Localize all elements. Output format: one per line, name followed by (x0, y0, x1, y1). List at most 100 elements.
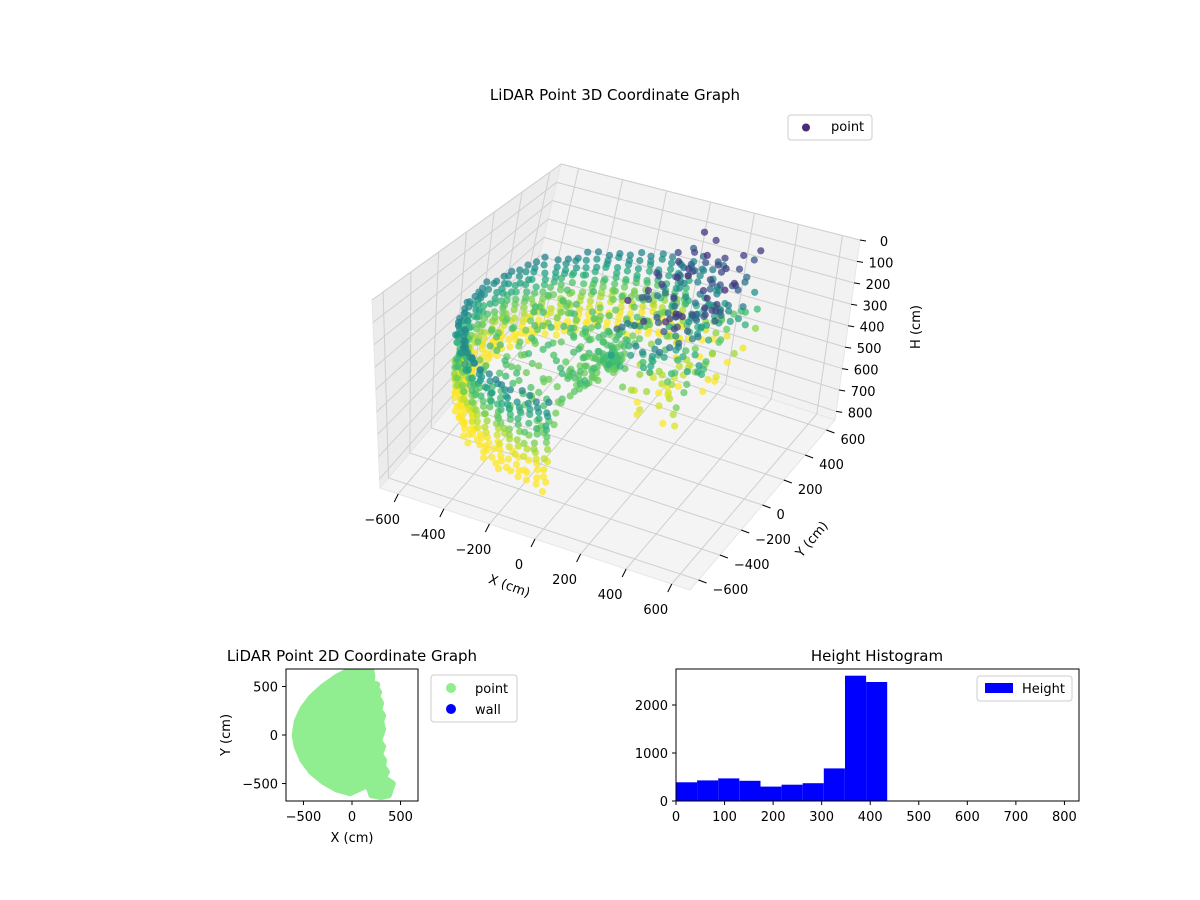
point-marker (503, 296, 511, 304)
z-tick-label: 500 (857, 342, 882, 357)
point-marker (523, 445, 531, 453)
point-marker (542, 438, 551, 447)
point-marker (607, 351, 616, 359)
point-marker (492, 333, 501, 341)
point-marker (674, 356, 682, 364)
point-marker (533, 425, 541, 433)
x-tick (576, 553, 582, 563)
point-marker (455, 318, 463, 326)
x-tick-label: −400 (410, 528, 446, 543)
point-marker (574, 254, 582, 262)
point-marker (656, 348, 664, 357)
point-marker (633, 398, 641, 406)
point-marker (547, 309, 555, 317)
point-marker (594, 347, 602, 355)
point-marker (723, 332, 731, 340)
point-marker (454, 363, 462, 371)
point-marker (618, 292, 626, 301)
z-tick-label: 700 (851, 385, 876, 400)
histogram-bar (781, 784, 803, 801)
point-marker (476, 441, 484, 449)
point-marker (502, 372, 510, 380)
point-marker (504, 400, 512, 408)
point-marker (506, 343, 514, 351)
point-marker (471, 292, 479, 301)
point-marker (468, 398, 476, 406)
point-marker (696, 272, 704, 280)
point-marker (472, 306, 480, 314)
point-marker (511, 450, 519, 458)
point-marker (612, 273, 620, 282)
histogram-legend: Height (976, 675, 1073, 702)
point-marker (508, 267, 516, 275)
point-marker (535, 415, 543, 423)
point-marker (572, 264, 581, 272)
point-marker (713, 300, 721, 309)
point-marker (499, 309, 507, 317)
point-marker (757, 247, 765, 255)
point-marker (508, 288, 516, 296)
point-marker (558, 370, 566, 378)
point-marker (493, 288, 501, 297)
point-marker (670, 294, 678, 303)
point-marker (477, 392, 485, 400)
point-marker (506, 410, 514, 418)
point-marker (605, 328, 613, 336)
y-tick (783, 479, 792, 484)
x-tick-label: 200 (761, 810, 786, 825)
chart-3d-zlabel: H (cm) (909, 305, 924, 349)
point-marker (480, 410, 489, 418)
point-marker (734, 315, 743, 323)
point-marker (643, 388, 651, 396)
point-marker (660, 353, 668, 361)
y-tick-label: −600 (713, 583, 749, 598)
x-tick-label: 400 (858, 810, 883, 825)
point-marker (517, 351, 526, 359)
x-tick-label: 300 (809, 810, 834, 825)
point-marker (505, 431, 513, 439)
point-marker (457, 349, 465, 357)
chart-histogram: Height Histogram 0 100 200 300 400 500 600 700 8… (635, 647, 1080, 825)
point-marker (675, 257, 683, 266)
point-marker (552, 273, 560, 281)
point-marker (460, 420, 468, 428)
point-marker (665, 272, 673, 280)
histogram-bars (676, 675, 888, 801)
point-marker (474, 338, 482, 346)
point-marker (622, 275, 630, 284)
point-marker (525, 456, 533, 464)
point-marker (493, 277, 501, 285)
point-marker (671, 422, 679, 430)
point-marker (622, 336, 630, 344)
point-marker (640, 364, 648, 372)
point-marker (513, 369, 521, 377)
point-marker (664, 378, 672, 386)
point-marker (697, 324, 705, 332)
x-tick-label: −200 (456, 543, 492, 558)
point-marker (572, 300, 581, 308)
histogram-bar (697, 780, 719, 801)
point-marker (630, 322, 639, 330)
point-marker (601, 275, 609, 283)
chart-2d-title: LiDAR Point 2D Coordinate Graph (227, 647, 477, 665)
z-tick-label: 0 (880, 235, 888, 250)
legend-frame (976, 675, 1073, 702)
point-marker (552, 331, 560, 339)
point-marker (713, 290, 721, 298)
point-marker (496, 440, 504, 448)
x-tick-label: 500 (906, 810, 931, 825)
point-marker (646, 368, 654, 376)
point-marker (659, 419, 667, 427)
point-marker (523, 288, 531, 296)
point-marker (740, 251, 748, 260)
point-marker (588, 308, 597, 316)
point-marker (509, 379, 517, 387)
point-marker (522, 369, 531, 377)
chart-2d-legend: point wall (430, 674, 518, 723)
point-marker (485, 439, 493, 447)
point-marker (497, 297, 506, 305)
point-marker (552, 409, 560, 417)
point-marker (611, 280, 619, 288)
point-marker (684, 327, 692, 335)
point-marker (521, 428, 529, 436)
